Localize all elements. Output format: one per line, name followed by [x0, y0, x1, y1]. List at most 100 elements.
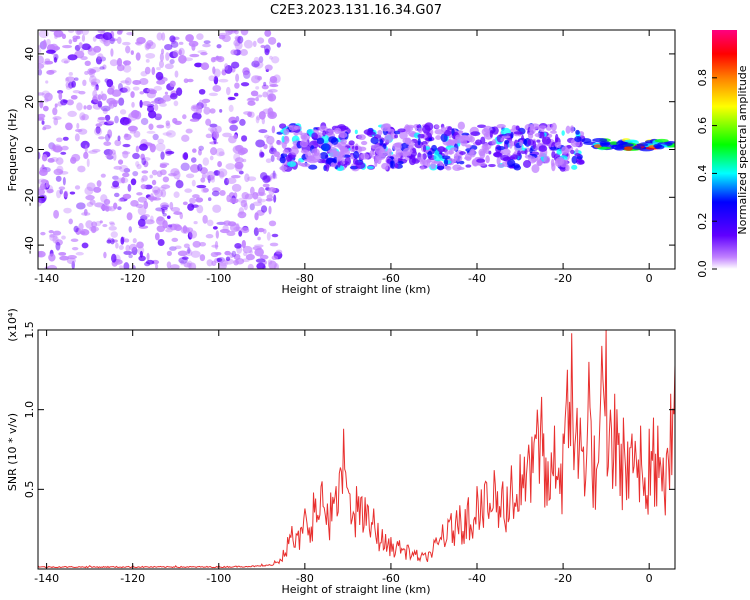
spectrogram-cell: [145, 259, 155, 265]
spectrogram-cell: [118, 198, 125, 202]
spectrogram-cell: [121, 151, 131, 155]
spectrogram-cell: [165, 150, 175, 155]
spectrogram-cell: [448, 138, 452, 142]
spectrogram-cell: [422, 145, 427, 153]
spectrogram-cell: [145, 52, 156, 59]
spectrogram-cell: [269, 176, 278, 180]
spectrogram-cell: [125, 244, 131, 253]
spectrogram-cell: [159, 163, 168, 169]
spectrogram-cell: [59, 255, 70, 261]
spectrogram-cell: [102, 224, 108, 228]
spectrogram-cell: [266, 231, 271, 241]
spectrogram-cell: [155, 142, 166, 152]
snr-y-label: SNR (10 * v/v): [6, 413, 19, 491]
spectrogram-heatmap: [38, 30, 675, 269]
spectrogram-cell: [162, 176, 170, 183]
spectrogram-cell: [350, 148, 355, 152]
spectrogram-cell: [307, 160, 318, 164]
spectrogram-cell: [91, 148, 101, 153]
spectrogram-cell: [61, 33, 67, 40]
spectrogram-cell: [240, 82, 250, 87]
spectrogram-cell: [219, 190, 226, 196]
spectrogram-cell: [58, 92, 63, 101]
spectrogram-cell: [170, 40, 179, 48]
spectrogram-cell: [73, 225, 79, 233]
spectrogram-cell: [123, 168, 131, 173]
spectrogram-cell: [38, 151, 41, 160]
spectrogram-cell: [78, 222, 84, 231]
spectrogram-cell: [149, 143, 156, 153]
spectrogram-cell: [353, 150, 360, 160]
spectrogram-cell: [71, 246, 79, 251]
spectrogram-x-tick-label: -60: [382, 272, 400, 285]
spectrogram-cell: [104, 133, 111, 142]
spectrogram-cell: [160, 184, 171, 189]
spectrogram-cell: [120, 236, 125, 245]
spectrogram-cell: [135, 41, 143, 46]
spectrogram-cell: [132, 170, 139, 177]
spectrogram-cell: [105, 154, 114, 159]
spectrogram-cell: [225, 163, 236, 170]
spectrogram-cell: [75, 30, 82, 36]
snr-x-ticks: -140 -120 -100 -80 -60 -40 -20 0: [34, 330, 653, 585]
spectrogram-cell: [270, 172, 278, 179]
spectrogram-cell: [172, 50, 179, 58]
spectrogram-cell: [117, 159, 124, 165]
spectrogram-cell: [151, 179, 157, 186]
spectrogram-cell: [129, 243, 138, 251]
spectrogram-cell: [170, 206, 181, 213]
spectrogram-cell: [212, 66, 216, 75]
spectrogram-cell: [187, 78, 194, 83]
spectrogram-cell: [124, 60, 128, 67]
spectrogram-cell: [128, 125, 138, 132]
spectrogram-cell: [188, 230, 198, 239]
spectrogram-cell: [113, 165, 123, 170]
spectrogram-panel: -140 -120 -100 -80 -60 -40 -20 0 -40 -20 0 20 40 He…: [6, 29, 676, 296]
spectrogram-cell: [168, 224, 173, 228]
snr-x-tick-label: -20: [554, 572, 572, 585]
spectrogram-cell: [561, 146, 569, 155]
colorbar: 0.0 0.2 0.4 0.6 0.8 Normalized spectral ampl…: [696, 30, 749, 278]
spectrogram-cell: [241, 227, 250, 234]
spectrogram-cell: [162, 94, 172, 102]
spectrogram-cell: [551, 122, 557, 132]
spectrogram-cell: [100, 90, 104, 100]
spectrogram-cell: [569, 125, 575, 134]
spectrogram-cell: [273, 194, 277, 203]
spectrogram-cell: [571, 164, 578, 170]
spectrogram-cell: [477, 124, 487, 128]
spectrogram-cell: [45, 49, 56, 54]
spectrogram-cell: [56, 165, 64, 174]
spectrogram-cell: [320, 143, 331, 152]
spectrogram-cell: [271, 125, 276, 134]
spectrogram-cell: [224, 63, 229, 71]
spectrogram-cell: [116, 30, 123, 35]
spectrogram-cell: [257, 236, 261, 241]
spectrogram-y-tick-label: -20: [23, 188, 36, 206]
spectrogram-cell: [189, 197, 196, 204]
spectrogram-cell: [103, 38, 111, 47]
spectrogram-cell: [122, 143, 131, 148]
spectrogram-cell: [166, 215, 171, 219]
spectrogram-cell: [272, 170, 276, 179]
spectrogram-cell: [95, 125, 101, 134]
spectrogram-cell: [237, 197, 248, 203]
spectrogram-cell: [366, 166, 374, 170]
spectrogram-cell: [202, 157, 210, 166]
snr-x-tick-label: -120: [120, 572, 145, 585]
spectrogram-cell: [198, 88, 206, 95]
spectrogram-cell: [69, 191, 76, 195]
spectrogram-cell: [39, 183, 46, 191]
spectrogram-cell: [571, 155, 578, 164]
spectrogram-cell: [225, 256, 231, 262]
spectrogram-cell: [249, 203, 255, 211]
spectrogram-cell: [517, 150, 521, 157]
spectrogram-cell: [252, 40, 257, 48]
spectrogram-cell: [202, 214, 208, 224]
spectrogram-cell: [250, 186, 255, 196]
spectrogram-cell: [165, 52, 170, 61]
spectrogram-y-label: Frequency (Hz): [6, 109, 19, 192]
spectrogram-cell: [169, 35, 176, 43]
spectrogram-cell: [200, 51, 208, 56]
spectrogram-cell: [182, 114, 187, 120]
